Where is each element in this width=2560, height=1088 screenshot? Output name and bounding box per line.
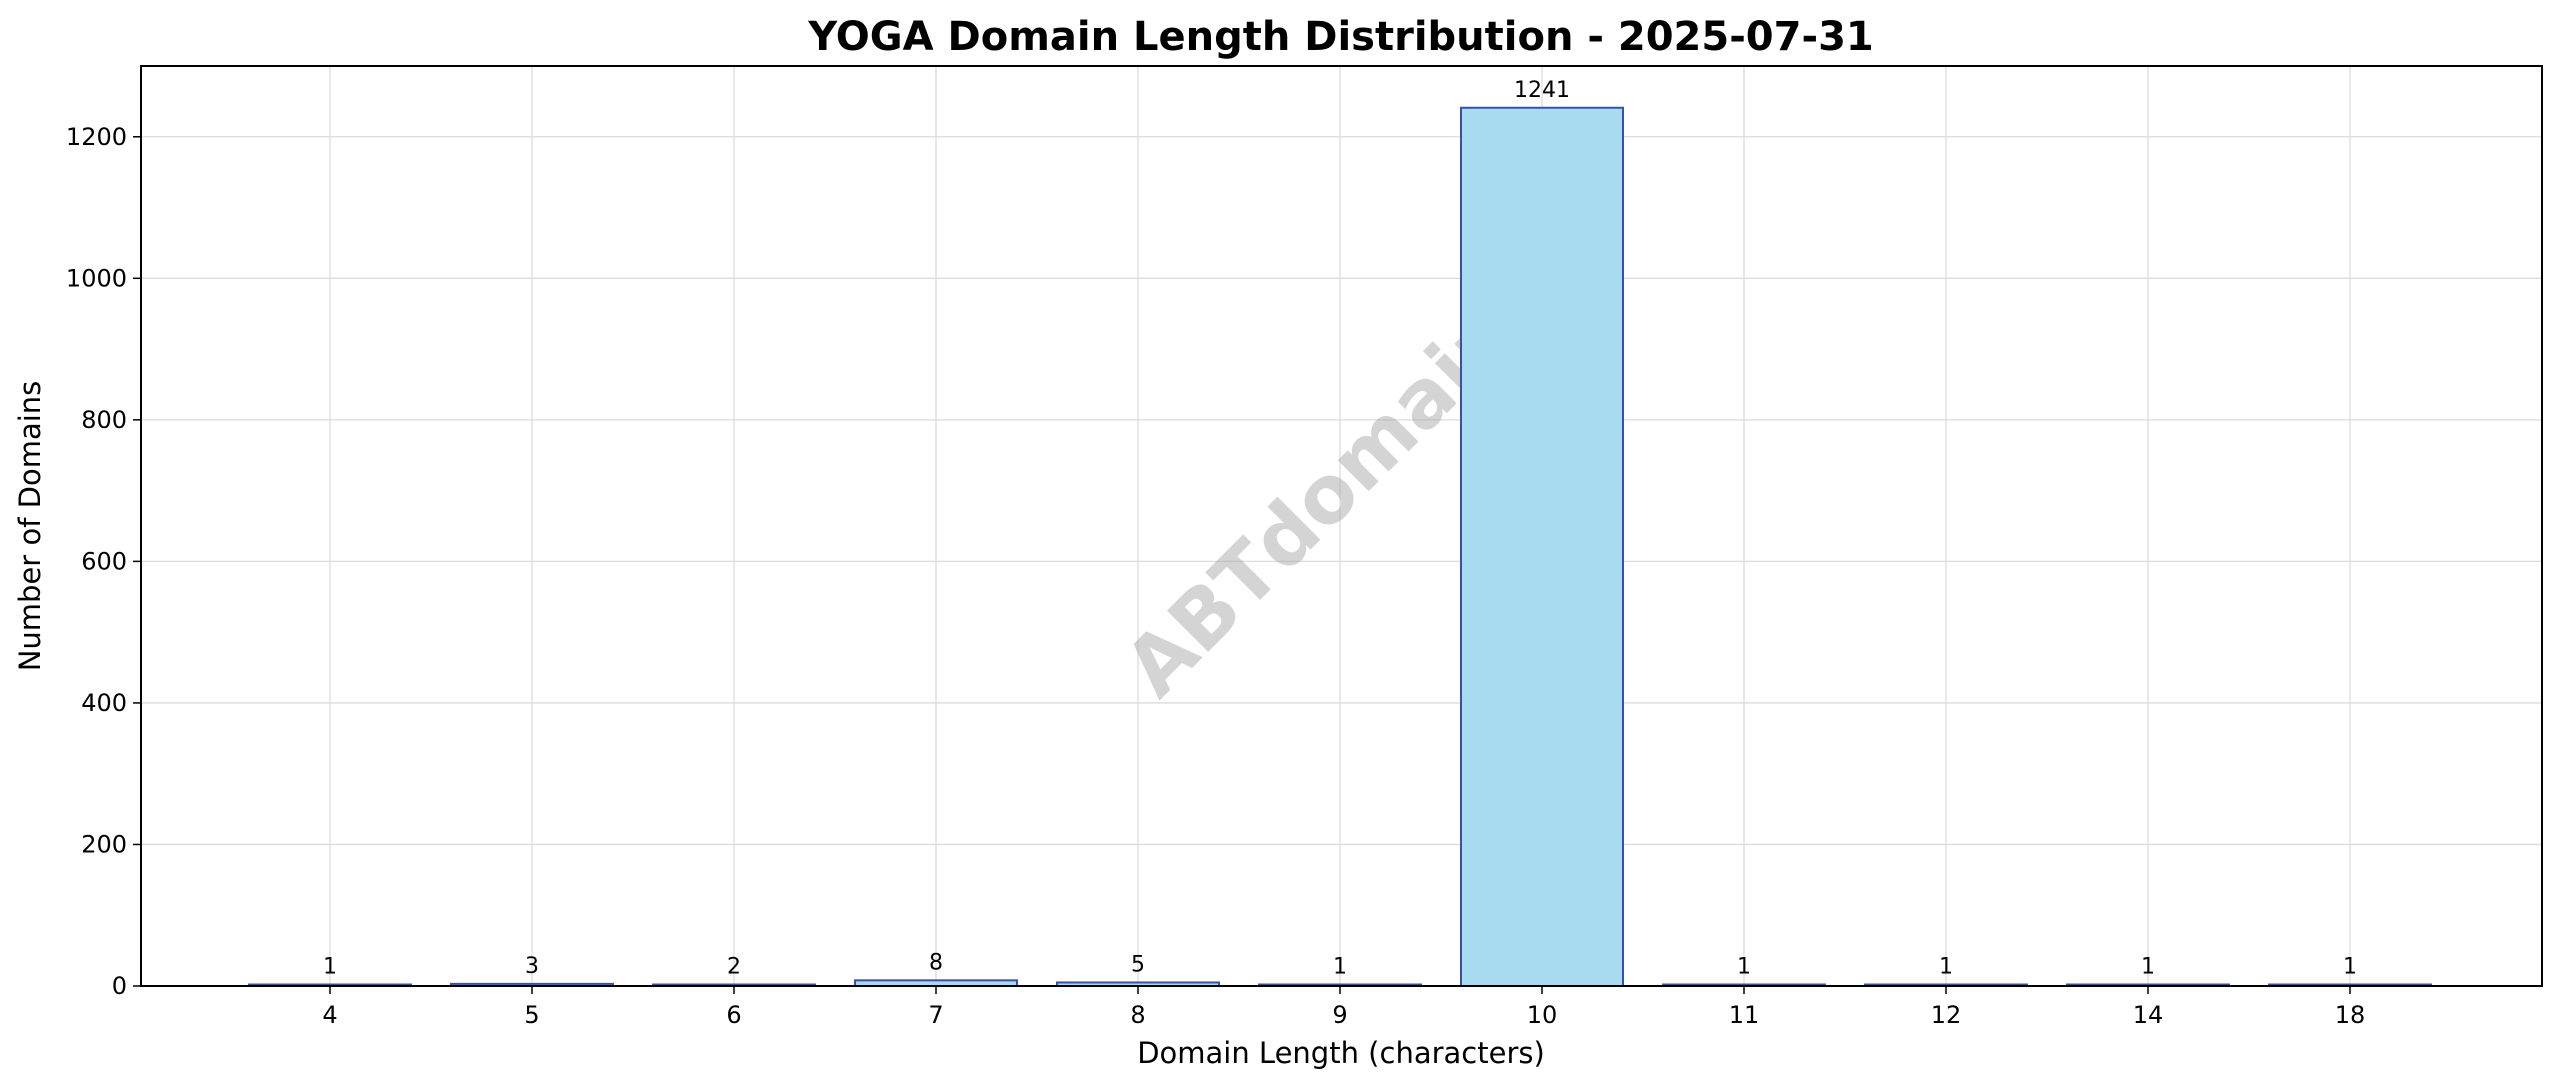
y-tick-label: 400 — [81, 689, 127, 717]
y-tick-label: 600 — [81, 547, 127, 575]
bar-value-label: 1 — [1939, 955, 1953, 980]
bar-value-label: 1 — [1333, 955, 1347, 980]
bar-value-label: 2 — [727, 955, 741, 980]
x-tick-label: 5 — [524, 1001, 539, 1029]
bar-value-label: 5 — [1131, 952, 1145, 977]
bar-value-label: 1 — [1737, 955, 1751, 980]
plot-frame — [140, 65, 2543, 987]
y-tick-label: 0 — [112, 972, 127, 1000]
y-tick-label: 800 — [81, 406, 127, 434]
bar — [1460, 106, 1624, 987]
x-tick-label: 7 — [928, 1001, 943, 1029]
x-tick-label: 14 — [2133, 1001, 2164, 1029]
x-tick-label: 18 — [2335, 1001, 2366, 1029]
x-axis-label: Domain Length (characters) — [1137, 1036, 1545, 1070]
y-axis-label: Number of Domains — [13, 381, 47, 672]
x-tick-label: 6 — [726, 1001, 741, 1029]
bar-value-label: 1 — [2141, 955, 2155, 980]
x-axis-ticks: 4 5 6 7 8 9 10 11 12 14 18 — [322, 986, 2365, 1029]
y-tick-label: 200 — [81, 830, 127, 858]
x-tick-label: 11 — [1729, 1001, 1760, 1029]
x-tick-label: 9 — [1332, 1001, 1347, 1029]
bar-value-label: 8 — [929, 950, 943, 975]
bar-value-label: 1 — [2343, 955, 2357, 980]
bar-value-label: 3 — [525, 954, 539, 979]
y-tick-label: 1200 — [66, 123, 127, 151]
x-tick-label: 4 — [322, 1001, 337, 1029]
y-axis-ticks: 0 200 400 600 800 1000 1200 — [66, 123, 141, 1000]
x-tick-label: 10 — [1527, 1001, 1558, 1029]
bar-value-label: 1 — [323, 955, 337, 980]
bar-value-label: 1241 — [1514, 78, 1570, 103]
data-labels: 1 3 2 8 5 1 1241 1 1 1 1 — [323, 78, 2357, 980]
y-tick-label: 1000 — [66, 264, 127, 292]
x-tick-label: 12 — [1931, 1001, 1962, 1029]
x-tick-label: 8 — [1130, 1001, 1145, 1029]
chart-title: YOGA Domain Length Distribution - 2025-0… — [807, 14, 1873, 60]
